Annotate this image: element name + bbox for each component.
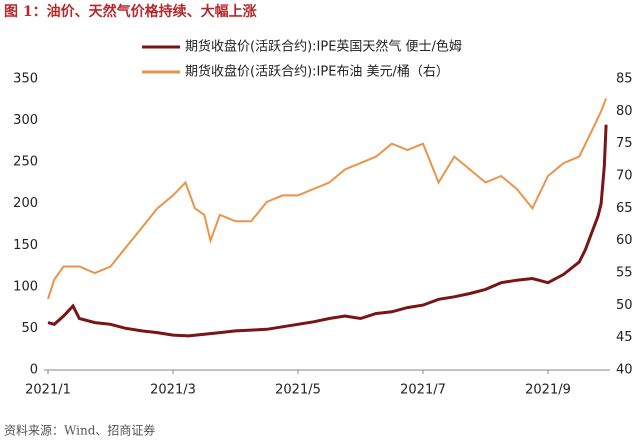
y-tick-label: 300 [13, 113, 38, 128]
y-tick-label: 0 [30, 363, 38, 378]
y2-tick-label: 50 [616, 298, 633, 313]
y2-tick-label: 85 [616, 72, 633, 87]
y-tick-label: 350 [13, 72, 38, 87]
y-tick-label: 200 [13, 196, 38, 211]
legend-label: 期货收盘价(活跃合约):IPE英国天然气 便士/色姆 [185, 39, 462, 55]
chart-title: 图 1：油价、天然气价格持续、大幅上涨 [4, 3, 257, 20]
x-tick-label: 2021/1 [25, 383, 71, 398]
y2-tick-label: 45 [616, 330, 633, 345]
x-tick-label: 2021/3 [150, 383, 196, 398]
x-tick-label: 2021/5 [275, 383, 321, 398]
y-tick-label: 250 [13, 155, 38, 170]
y-tick-label: 50 [21, 321, 38, 336]
y2-tick-label: 40 [616, 363, 633, 378]
y2-tick-label: 75 [616, 136, 633, 151]
x-tick-label: 2021/9 [525, 383, 571, 398]
y-tick-label: 150 [13, 238, 38, 253]
y-tick-label: 100 [13, 279, 38, 294]
legend-label: 期货收盘价(活跃合约):IPE布油 美元/桶（右） [185, 64, 449, 80]
y2-tick-label: 70 [616, 169, 633, 184]
y2-tick-label: 55 [616, 266, 633, 281]
line [47, 98, 608, 300]
x-tick-label: 2021/7 [400, 383, 446, 398]
source: 资料来源：Wind、招商证券 [4, 423, 155, 438]
y2-tick-label: 80 [616, 104, 633, 119]
y2-tick-label: 60 [616, 233, 633, 248]
line [47, 124, 608, 338]
y2-tick-label: 65 [616, 201, 633, 216]
